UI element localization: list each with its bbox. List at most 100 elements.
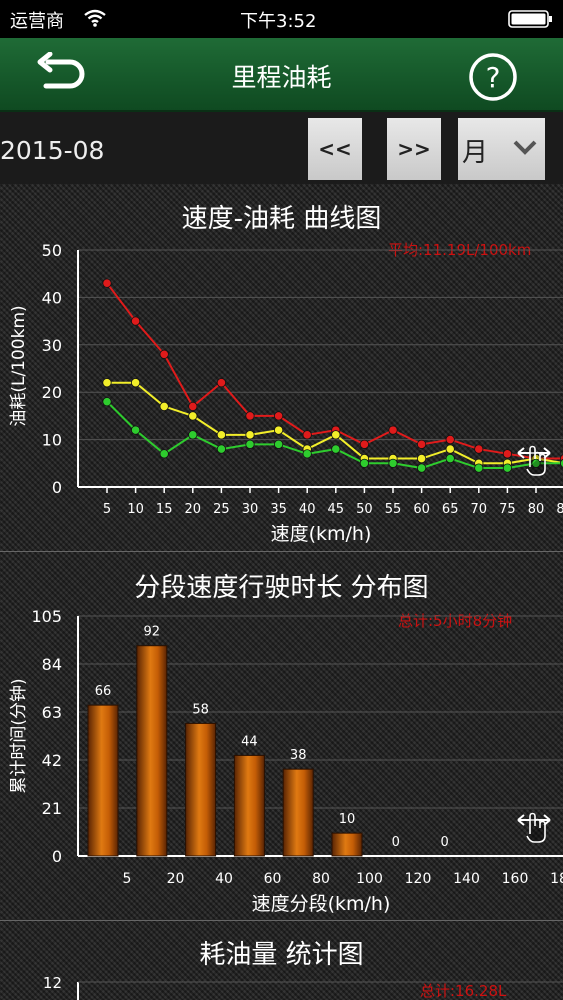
data-point-2	[560, 458, 563, 468]
x-tick-label: 45	[328, 502, 345, 517]
data-point-0	[245, 411, 255, 421]
next-period-button[interactable]: >>	[387, 118, 441, 180]
x-tick-label: 180	[550, 871, 563, 887]
y-tick-label: 50	[42, 241, 62, 260]
carrier-label: 运营商	[10, 11, 64, 32]
y-tick-label: 21	[42, 799, 62, 818]
bar-value-label: 44	[241, 734, 258, 749]
speed-chart-xlabel: 速度(km/h)	[271, 523, 372, 545]
bar-value-label: 0	[392, 835, 400, 850]
bar-value-label: 10	[339, 812, 356, 827]
bar	[282, 768, 314, 857]
x-tick-label: 35	[270, 502, 287, 517]
bar-value-label: 0	[440, 835, 448, 850]
data-point-1	[445, 444, 455, 454]
x-tick-label: 140	[453, 871, 480, 887]
segment-duration-chart[interactable]: 总计:5小时8分钟 累计时间(分钟) 速度分段(km/h) 0 21 42 63 84 1…	[0, 604, 563, 920]
data-point-2	[245, 439, 255, 449]
x-tick-label: 50	[356, 502, 373, 517]
clock-label: 下午3:52	[240, 11, 317, 32]
x-tick-label: 85	[556, 502, 563, 517]
help-button[interactable]: ?	[468, 52, 518, 102]
bar-value-label: 38	[290, 748, 307, 763]
data-point-0	[474, 444, 484, 454]
data-point-1	[131, 378, 141, 388]
bar	[87, 704, 119, 857]
speed-chart-ylabel: 油耗(L/100km)	[9, 305, 29, 426]
speed-chart-title: 速度-油耗 曲线图	[181, 204, 382, 234]
chevron-down-icon	[513, 140, 537, 155]
data-point-2	[502, 463, 512, 473]
data-point-0	[188, 401, 198, 412]
data-point-0	[159, 349, 169, 359]
x-tick-label: 120	[405, 871, 432, 887]
x-tick-label: 15	[156, 502, 173, 517]
navigation-bar: 里程油耗 ?	[0, 38, 563, 112]
data-point-2	[302, 449, 312, 459]
swipe-hand-icon	[517, 445, 551, 476]
y-tick-label: 0	[52, 478, 62, 497]
x-tick-label: 5	[103, 502, 111, 517]
data-point-2	[331, 444, 341, 454]
date-bar: 2015-08 << >> 月	[0, 112, 563, 184]
y-tick-label: 40	[42, 288, 62, 307]
x-tick-label: 75	[499, 502, 516, 517]
data-point-2	[531, 458, 541, 468]
wifi-icon	[84, 9, 106, 27]
x-tick-label: 160	[502, 871, 529, 887]
y-tick-label: 20	[42, 383, 62, 402]
x-tick-label: 60	[413, 502, 430, 517]
fuel-chart-summary: 总计:16.28L	[420, 982, 507, 1000]
data-point-0	[388, 425, 398, 435]
svg-text:?: ?	[486, 61, 501, 94]
data-point-0	[102, 278, 112, 288]
help-icon: ?	[469, 53, 517, 101]
data-point-2	[216, 444, 226, 454]
data-point-2	[159, 449, 169, 459]
data-point-1	[159, 401, 169, 412]
y-tick-label: 63	[42, 703, 62, 722]
bar	[185, 722, 217, 857]
data-point-0	[131, 316, 141, 326]
x-tick-label: 40	[299, 502, 316, 517]
x-tick-label: 20	[185, 502, 202, 517]
data-point-2	[388, 458, 398, 468]
section-divider	[0, 551, 563, 552]
x-tick-label: 30	[242, 502, 259, 517]
x-tick-label: 25	[213, 502, 230, 517]
data-point-1	[245, 430, 255, 440]
y-tick-label: 0	[52, 847, 62, 866]
fuel-chart-title: 耗油量 统计图	[199, 940, 364, 970]
period-select[interactable]: 月	[458, 118, 545, 180]
prev-period-button[interactable]: <<	[308, 118, 362, 180]
battery-icon	[508, 10, 552, 28]
section-divider	[0, 920, 563, 921]
bar-value-label: 92	[144, 625, 161, 640]
data-point-0	[302, 430, 312, 440]
bar	[233, 754, 265, 857]
segment-chart-xlabel: 速度分段(km/h)	[252, 893, 391, 915]
data-point-0	[216, 378, 226, 388]
data-point-2	[416, 463, 427, 473]
data-point-0	[502, 449, 512, 459]
speed-fuel-chart[interactable]: 平均:11.19L/100km 油耗(L/100km) 速度(km/h) 010…	[0, 236, 563, 552]
back-button[interactable]	[34, 51, 88, 96]
status-bar: 运营商 下午3:52	[0, 0, 563, 38]
segment-chart-ylabel: 累计时间(分钟)	[9, 678, 29, 793]
page-title: 里程油耗	[231, 63, 332, 92]
x-tick-label: 80	[528, 502, 545, 517]
data-point-2	[359, 458, 369, 468]
x-tick-label: 10	[127, 502, 144, 517]
data-point-1	[102, 378, 112, 388]
bar	[136, 645, 168, 857]
segment-chart-title: 分段速度行驶时长 分布图	[134, 573, 429, 603]
y-tick-label: 30	[42, 336, 62, 355]
data-point-2	[102, 397, 112, 407]
x-tick-label: 40	[215, 871, 233, 887]
fuel-consumption-chart[interactable]: 12 总计:16.28L	[0, 968, 563, 1000]
segment-chart-summary: 总计:5小时8分钟	[398, 612, 512, 630]
data-point-2	[273, 439, 284, 449]
date-label: 2015-08	[0, 136, 105, 165]
x-tick-label: 5	[123, 871, 132, 887]
x-tick-label: 80	[312, 871, 330, 887]
